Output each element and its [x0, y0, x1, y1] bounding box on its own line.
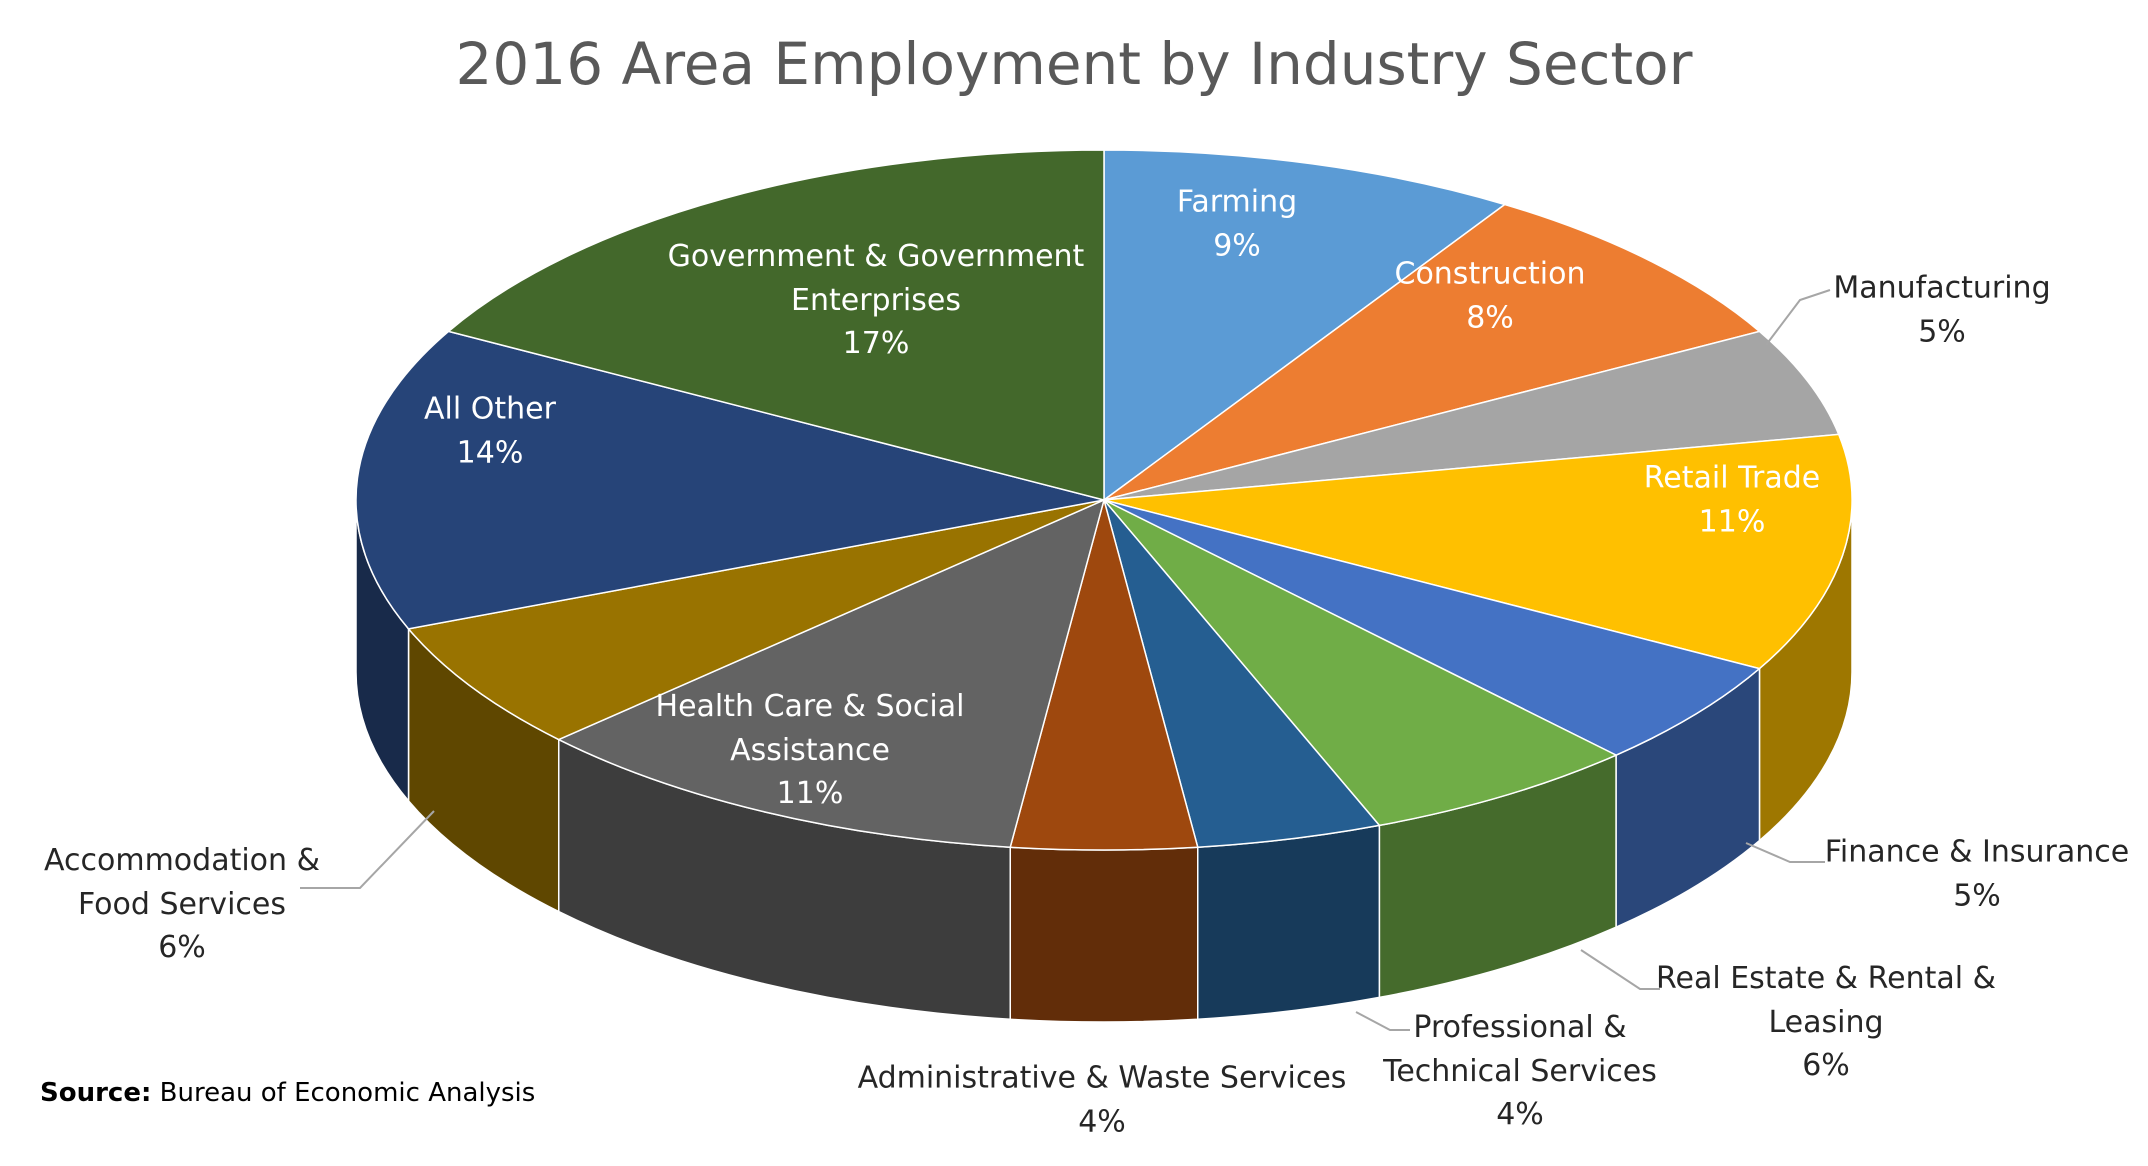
leader-line: [1580, 949, 1660, 990]
value-label: 11%: [1698, 504, 1766, 539]
slice: [1103, 149, 1507, 502]
slice: [556, 498, 1106, 849]
category-label: Real Estate & Rental & Leasing: [1655, 960, 1996, 1040]
data-label: Construction 8%: [1394, 253, 1585, 340]
category-label: Professional & Technical Services: [1383, 1009, 1657, 1089]
category-label: Health Care & Social Assistance: [655, 688, 965, 768]
value-label: 17%: [842, 325, 910, 361]
slice: [1009, 497, 1199, 851]
category-label: Accommodation & Food Services: [44, 842, 320, 922]
source-text: Bureau of Economic Analysis: [159, 1078, 536, 1108]
slice-side: [1009, 846, 1199, 1023]
data-label: Retail Trade 11%: [1644, 457, 1820, 544]
category-label: Farming: [1176, 184, 1298, 220]
data-label: All Other 14%: [380, 388, 600, 475]
value-label: 4%: [1496, 1096, 1544, 1132]
data-label: Finance & Insurance 5%: [1825, 831, 2129, 918]
category-label: Construction: [1394, 256, 1586, 292]
value-label: 9%: [1213, 228, 1261, 263]
slice: [1103, 499, 1381, 849]
source-note: Source: Bureau of Economic Analysis: [40, 1078, 535, 1108]
slice: [1103, 499, 1762, 756]
slice: [446, 149, 1105, 501]
value-label: 5%: [1918, 314, 1966, 349]
slice: [1103, 499, 1618, 827]
category-label: Manufacturing: [1833, 270, 2051, 306]
data-label: Manufacturing 5%: [1833, 267, 2050, 354]
data-label: Professional & Technical Services 4%: [1360, 1006, 1680, 1137]
leader-line: [1355, 1011, 1410, 1031]
leader-line: [300, 810, 435, 889]
slice: [1103, 203, 1762, 501]
slice: [1103, 433, 1853, 670]
slice-side: [1197, 824, 1381, 1021]
value-label: 11%: [776, 775, 844, 811]
value-label: 6%: [1802, 1047, 1850, 1083]
category-label: Finance & Insurance: [1824, 834, 2130, 870]
value-label: 6%: [158, 929, 206, 965]
data-label: Government & Government Enterprises 17%: [656, 235, 1096, 366]
slice: [407, 499, 1105, 741]
value-label: 8%: [1466, 300, 1514, 335]
category-label: Government & Government Enterprises: [667, 238, 1085, 318]
category-label: Retail Trade: [1643, 460, 1821, 496]
chart-title: 2016 Area Employment by Industry Sector: [455, 30, 1693, 98]
source-label: Source:: [40, 1078, 152, 1108]
slice: [355, 330, 1105, 630]
data-label: Accommodation & Food Services 6%: [37, 839, 327, 970]
value-label: 14%: [456, 435, 524, 470]
slice: [1103, 330, 1840, 501]
category-label: All Other: [424, 391, 556, 427]
leader-line: [1745, 842, 1825, 863]
data-label: Real Estate & Rental & Leasing 6%: [1636, 957, 2016, 1088]
value-label: 4%: [1078, 1104, 1126, 1139]
category-label: Administrative & Waste Services: [857, 1060, 1347, 1096]
data-label: Administrative & Waste Services 4%: [858, 1057, 1347, 1144]
data-label: Farming 9%: [1177, 181, 1297, 268]
value-label: 5%: [1953, 878, 2001, 913]
leader-line: [1765, 289, 1831, 346]
data-label: Health Care & Social Assistance 11%: [630, 685, 990, 816]
